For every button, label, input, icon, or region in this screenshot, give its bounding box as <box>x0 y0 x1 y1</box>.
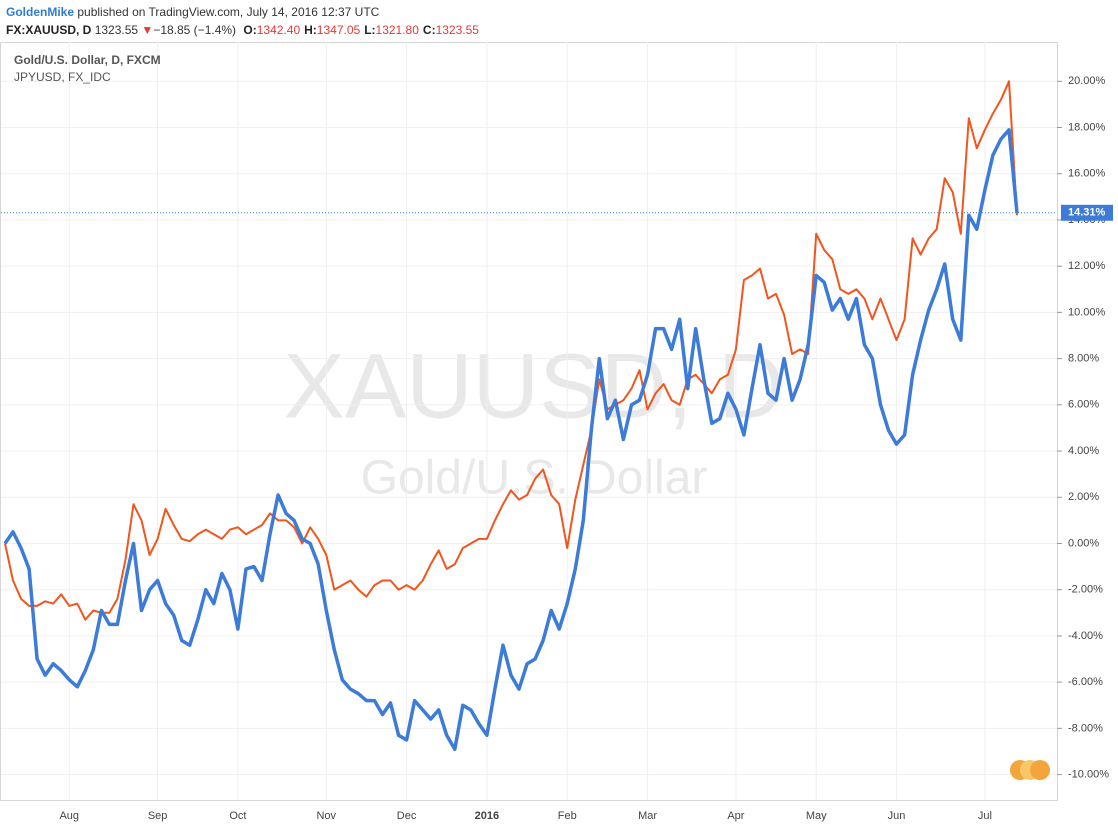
ohlc-value: 1342.40 <box>256 23 301 37</box>
y-tick-label: 4.00% <box>1068 445 1099 457</box>
ohlc-key: L: <box>364 23 376 37</box>
series-line <box>3 128 1019 751</box>
watermark-symbol: XAUUSD, D <box>284 335 785 437</box>
y-tick-label: 20.00% <box>1068 75 1106 87</box>
y-tick-label: 6.00% <box>1068 399 1099 411</box>
watermark-name: Gold/U.S. Dollar <box>361 452 708 505</box>
y-tick-label: -2.00% <box>1068 584 1103 596</box>
x-tick-label: Jul <box>978 810 992 822</box>
last-value-box <box>1061 204 1113 221</box>
x-tick-label: Nov <box>316 810 336 822</box>
y-tick-label: -8.00% <box>1068 722 1103 734</box>
y-tick-label: -6.00% <box>1068 676 1103 688</box>
publish-line: GoldenMike published on TradingView.com,… <box>6 3 479 21</box>
x-tick-label: Jun <box>888 810 906 822</box>
legend-entry: JPYUSD, FX_IDC <box>14 70 111 84</box>
price: 1323.55 <box>94 23 139 37</box>
ohlc-value: 1347.05 <box>316 23 361 37</box>
ohlc-key: O: <box>243 23 257 37</box>
y-tick-label: 18.00% <box>1068 121 1106 133</box>
legend-entry: Gold/U.S. Dollar, D, FXCM <box>14 53 161 67</box>
y-tick-label: 16.00% <box>1068 168 1106 180</box>
ohlc-value: 1321.80 <box>375 23 419 37</box>
y-tick-label: -4.00% <box>1068 630 1103 642</box>
down-arrow: ▼ <box>141 23 154 37</box>
ohlc-key: C: <box>422 23 436 37</box>
x-tick-label: Apr <box>727 810 744 822</box>
x-tick-label: May <box>806 810 827 822</box>
series-line <box>4 80 1018 621</box>
x-tick-label: 2016 <box>475 810 499 822</box>
ohlc-key: H: <box>304 23 317 37</box>
author[interactable]: GoldenMike <box>6 5 75 19</box>
x-tick-label: Mar <box>638 810 657 822</box>
y-tick-label: 2.00% <box>1068 491 1099 503</box>
ohlc-value: 1323.55 <box>435 23 479 37</box>
y-tick-label: 8.00% <box>1068 353 1099 365</box>
y-tick-label: 10.00% <box>1068 306 1106 318</box>
x-tick-label: Dec <box>397 810 417 822</box>
y-tick-label: 0.00% <box>1068 537 1099 549</box>
x-tick-label: Sep <box>148 810 168 822</box>
y-tick-label: 12.00% <box>1068 260 1106 272</box>
last-value-label: 14.31% <box>1068 207 1106 219</box>
published: published on TradingView.com, July 14, 2… <box>77 5 380 19</box>
quote-line: FX:XAUUSD, D 1323.55 ▼−18.85 (−1.4%) O:1… <box>6 21 479 39</box>
symbol: FX:XAUUSD, D <box>6 23 92 37</box>
y-tick-label: -10.00% <box>1068 768 1109 780</box>
x-tick-label: Feb <box>558 810 577 822</box>
plot-frame <box>0 42 1058 801</box>
x-tick-label: Aug <box>59 810 79 822</box>
x-tick-label: Oct <box>229 810 246 822</box>
change: −18.85 (−1.4%) <box>153 23 237 37</box>
lines <box>1 80 1057 751</box>
header: GoldenMike published on TradingView.com,… <box>6 3 479 39</box>
logo <box>1010 760 1050 780</box>
